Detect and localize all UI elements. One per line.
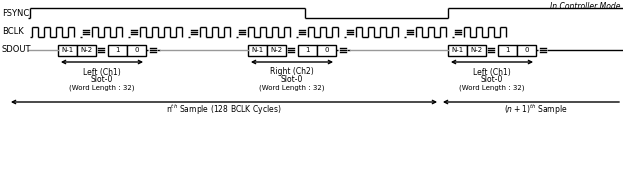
Bar [77, 45, 96, 56]
Bar [317, 45, 336, 56]
Text: Slot-0: Slot-0 [91, 76, 113, 84]
Text: n$^{th}$ Sample (128 BCLK Cycles): n$^{th}$ Sample (128 BCLK Cycles) [166, 103, 282, 117]
Text: 0: 0 [324, 47, 329, 53]
Text: Left (Ch1): Left (Ch1) [473, 67, 511, 77]
Text: Slot-0: Slot-0 [281, 76, 303, 84]
Text: $(n+1)^{th}$ Sample: $(n+1)^{th}$ Sample [504, 103, 568, 117]
Text: 1: 1 [305, 47, 310, 53]
Bar [248, 45, 267, 56]
Text: N-2: N-2 [470, 47, 483, 53]
Bar [298, 45, 317, 56]
Bar [498, 45, 517, 56]
Bar [127, 45, 146, 56]
Text: Left (Ch1): Left (Ch1) [83, 67, 121, 77]
Bar [517, 45, 536, 56]
Text: Slot-0: Slot-0 [481, 76, 503, 84]
Text: N-2: N-2 [80, 47, 93, 53]
Text: (Word Length : 32): (Word Length : 32) [459, 85, 525, 91]
Bar [467, 45, 486, 56]
Text: (Word Length : 32): (Word Length : 32) [69, 85, 135, 91]
Text: 0: 0 [524, 47, 529, 53]
Bar [58, 45, 77, 56]
Text: Right (Ch2): Right (Ch2) [270, 67, 314, 77]
Text: N-2: N-2 [270, 47, 283, 53]
Text: BCLK: BCLK [2, 28, 24, 37]
Bar [448, 45, 467, 56]
Text: In Controller Mode: In Controller Mode [549, 2, 620, 11]
Text: 0: 0 [134, 47, 139, 53]
Text: N-1: N-1 [251, 47, 264, 53]
Text: N-1: N-1 [62, 47, 74, 53]
Text: SDOUT: SDOUT [2, 45, 32, 54]
Text: FSYNC: FSYNC [2, 8, 29, 18]
Text: (Word Length : 32): (Word Length : 32) [259, 85, 325, 91]
Text: 1: 1 [505, 47, 510, 53]
Text: 1: 1 [115, 47, 120, 53]
Text: N-1: N-1 [452, 47, 464, 53]
Bar [108, 45, 127, 56]
Bar [267, 45, 286, 56]
